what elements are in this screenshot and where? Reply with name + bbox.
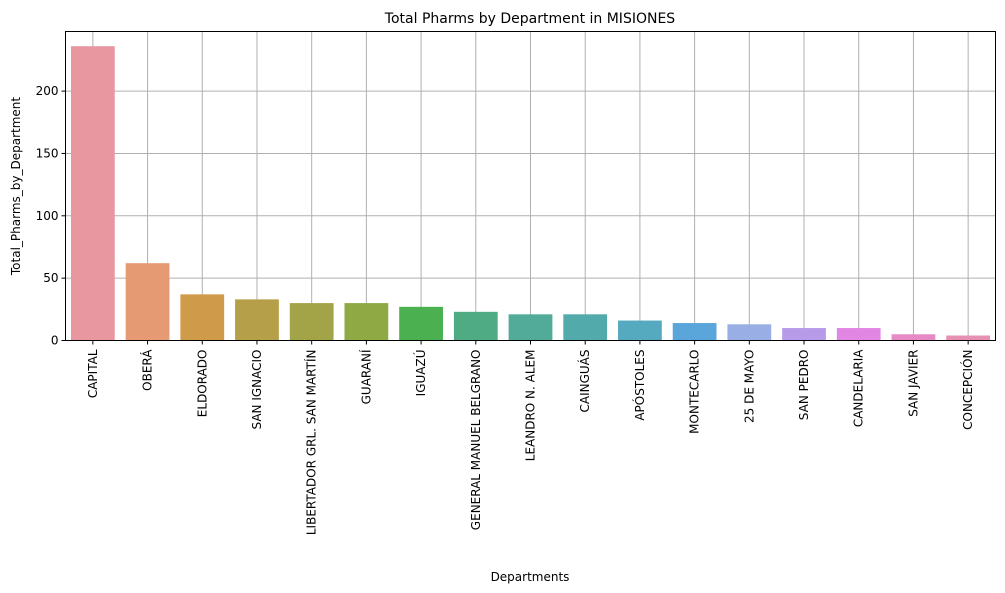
- x-tick-label: 25 DE MAYO: [742, 350, 756, 423]
- x-tick-label: CANDELARIA: [852, 349, 866, 427]
- x-tick-label: SAN JAVIER: [906, 350, 920, 417]
- bar: [672, 323, 717, 341]
- x-tick-label: LEANDRO N. ALEM: [524, 350, 538, 462]
- x-tick-label: SAN PEDRO: [797, 350, 811, 421]
- x-tick-label: ELDORADO: [195, 350, 209, 418]
- x-tick-label: CAINGUÁS: [577, 350, 592, 413]
- plot-frame: [65, 31, 996, 341]
- y-tick-label: 0: [51, 334, 59, 348]
- x-tick-label: OBERÁ: [140, 349, 155, 391]
- bars: [70, 46, 991, 341]
- bar: [180, 294, 225, 341]
- bar: [891, 334, 936, 341]
- x-tick-label: APÓSTOLES: [632, 350, 647, 421]
- y-tick-label: 50: [43, 271, 58, 285]
- x-tick-label: GENERAL MANUEL BELGRANO: [469, 350, 483, 531]
- chart-title: Total Pharms by Department in MISIONES: [384, 11, 675, 27]
- x-tick-label: CAPITAL: [86, 349, 100, 398]
- bar: [399, 306, 443, 341]
- x-axis-label: Departments: [491, 570, 570, 584]
- x-tick-label: SAN IGNACIO: [250, 350, 264, 430]
- bar: [344, 303, 389, 341]
- y-axis-label: Total_Pharms_by_Department: [9, 97, 23, 277]
- x-tick-label: MONTECARLO: [688, 350, 702, 434]
- bar: [836, 328, 881, 341]
- bar: [70, 46, 115, 341]
- y-tick-label: 100: [36, 209, 59, 223]
- y-tick-label: 200: [36, 84, 59, 98]
- x-tick-label: GUARANÍ: [358, 349, 373, 404]
- x-tick-label: LIBERTADOR GRL. SAN MARTÍN: [304, 350, 319, 536]
- bar: [289, 303, 334, 341]
- x-tick-label: IGUAZÚ: [413, 350, 428, 397]
- bar: [125, 263, 170, 341]
- bar: [618, 320, 662, 341]
- bar: [235, 299, 279, 341]
- grid-lines: [65, 31, 996, 341]
- bar: [453, 311, 498, 341]
- bar: [946, 335, 991, 341]
- bar: [563, 314, 608, 341]
- axis-ticks: 0 50 100 150 200 CAPITAL OBERÁ ELDORADO SAN IGNA…: [36, 84, 976, 535]
- x-tick-label: CONCEPCIÓN: [960, 350, 975, 430]
- y-tick-label: 150: [36, 146, 59, 160]
- bar: [508, 314, 553, 341]
- bar: [727, 324, 772, 341]
- bar: [782, 328, 826, 341]
